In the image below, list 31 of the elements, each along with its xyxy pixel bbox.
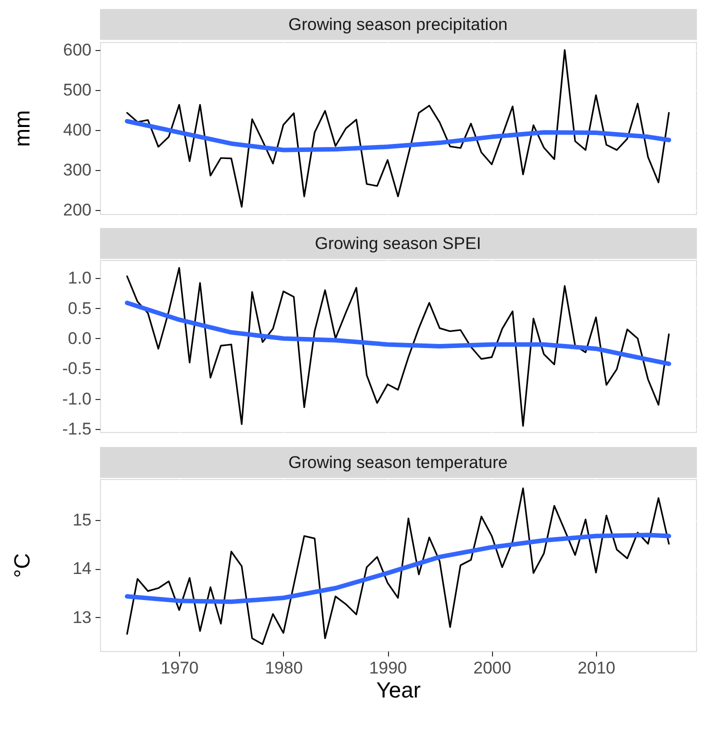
line-series	[124, 118, 672, 152]
line-series	[126, 267, 670, 427]
chart-title: Growing season SPEI	[314, 234, 482, 253]
x-tick-label: 2010	[578, 658, 616, 678]
y-tick-label: 500	[63, 80, 92, 100]
y-tick-label: 14	[72, 559, 92, 578]
y-tick-label: -1.5	[62, 419, 92, 438]
line-series	[126, 49, 670, 208]
chart-title: Growing season temperature	[288, 453, 508, 472]
y-tick-label: 0.5	[68, 298, 92, 318]
y-tick-label: 400	[63, 120, 92, 140]
y-tick-label: 15	[72, 510, 92, 530]
y-tick-label: -1.0	[62, 389, 92, 408]
line-series	[124, 532, 672, 604]
line-series	[124, 300, 672, 366]
y-tick-label: -0.5	[62, 359, 92, 378]
chart-title: Growing season precipitation	[288, 15, 508, 34]
y-tick-label: 600	[63, 40, 92, 60]
y-tick-label: 1.0	[68, 268, 92, 288]
x-tick-label: 1980	[264, 658, 303, 678]
y-tick-label: 300	[63, 160, 92, 180]
x-axis-title: Year	[376, 678, 421, 702]
y-tick-label: 13	[72, 608, 92, 627]
y-axis-title: °C	[10, 553, 34, 578]
y-tick-label: 0.0	[68, 328, 92, 348]
x-tick-label: 2000	[473, 658, 512, 678]
y-tick-label: 200	[63, 200, 92, 220]
x-tick-label: 1990	[369, 658, 407, 678]
x-tick-label: 1970	[160, 658, 199, 678]
y-axis-title: mm	[10, 110, 34, 147]
line-series	[126, 487, 670, 645]
